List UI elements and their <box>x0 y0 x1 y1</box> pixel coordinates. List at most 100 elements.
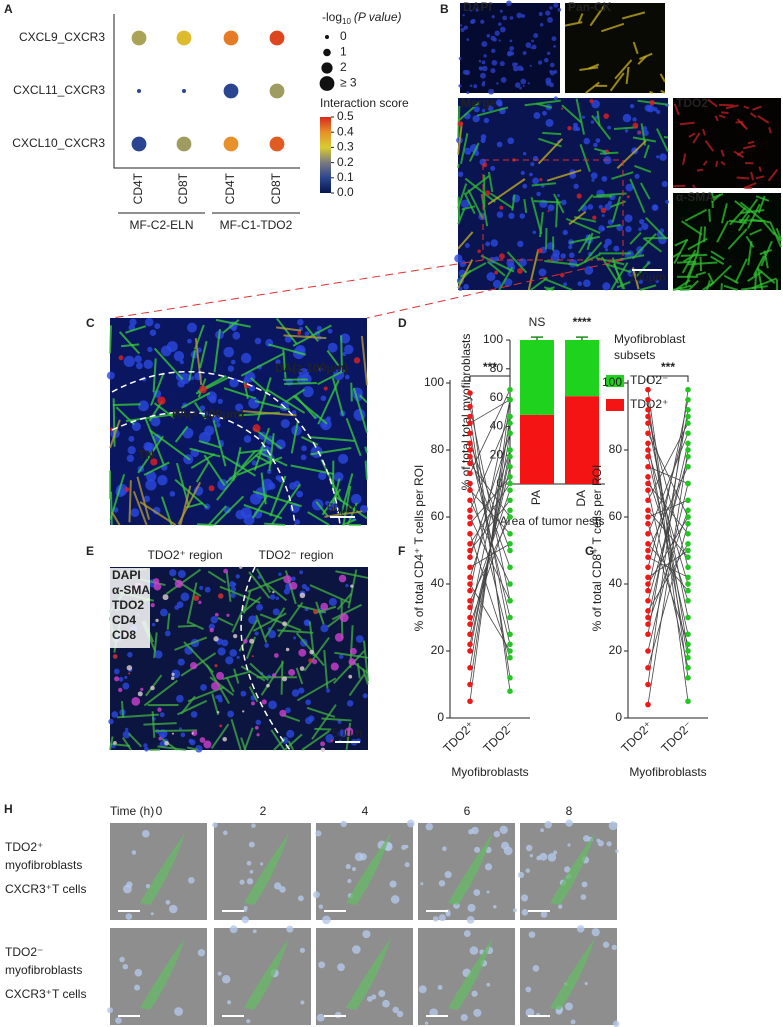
cell <box>125 913 133 920</box>
cell <box>235 574 240 579</box>
cell <box>553 45 556 48</box>
cell <box>538 12 543 17</box>
cell <box>246 878 254 885</box>
cell <box>539 852 548 861</box>
row-label: TDO2⁺ <box>5 840 43 854</box>
cell <box>532 230 537 234</box>
fiber <box>282 349 287 379</box>
cell <box>454 254 463 263</box>
cell <box>603 113 609 119</box>
panel-letter: G <box>585 544 594 558</box>
cell <box>499 253 505 260</box>
row-label: CXCR3⁺T cells <box>5 987 86 1001</box>
cell <box>481 60 486 65</box>
point <box>685 631 691 638</box>
fiber <box>714 115 719 122</box>
cell <box>303 619 311 627</box>
pair-line <box>647 449 689 585</box>
cell <box>641 222 649 231</box>
cell <box>312 609 318 614</box>
region-boundary <box>240 566 291 751</box>
cell <box>498 39 501 42</box>
fiber <box>186 582 198 624</box>
cell <box>204 425 215 436</box>
size-key <box>319 76 335 91</box>
cell <box>480 19 485 24</box>
cell <box>328 597 337 606</box>
cell <box>225 656 234 665</box>
cell <box>243 908 247 913</box>
cell <box>316 1013 325 1022</box>
cell <box>160 345 172 357</box>
fiber <box>277 601 304 638</box>
fiber <box>523 199 528 214</box>
cell <box>126 454 135 463</box>
cell <box>260 862 264 866</box>
x-tick-label: CD4T <box>131 172 145 204</box>
point <box>685 480 691 487</box>
fiber <box>629 232 642 245</box>
cell <box>318 367 323 372</box>
cell <box>236 655 240 660</box>
cell <box>540 911 548 918</box>
fiber <box>546 169 582 182</box>
fiber <box>309 584 351 604</box>
point <box>507 530 513 537</box>
fiber <box>468 142 480 162</box>
cell <box>567 125 572 131</box>
cell <box>350 493 362 505</box>
cell <box>473 889 481 896</box>
cell <box>217 697 223 703</box>
y-tick-label: 60 <box>609 509 623 523</box>
fiber <box>702 128 706 136</box>
size-key-label: 2 <box>340 60 347 74</box>
image-background <box>110 928 207 1025</box>
row-label: myofibroblasts <box>5 858 82 872</box>
cell <box>607 219 614 225</box>
cell-shape <box>346 938 391 1010</box>
fiber <box>243 727 254 751</box>
fiber <box>342 485 352 526</box>
fiber <box>757 195 766 214</box>
cell <box>469 946 479 955</box>
legend-title: Myofibroblast <box>614 332 686 346</box>
fiber <box>720 160 726 166</box>
cell <box>638 227 642 232</box>
fiber <box>577 194 594 212</box>
fiber <box>457 163 460 168</box>
fiber <box>264 607 286 638</box>
fiber <box>457 259 474 289</box>
row-label: CXCL10_CXCR3 <box>12 136 105 150</box>
fiber <box>323 649 329 689</box>
fiber <box>301 436 319 446</box>
fiber <box>210 723 230 749</box>
region-label: DA(≥ 100μm) <box>275 361 348 375</box>
colorbar-label: 0.2 <box>337 155 354 169</box>
time-label: Time (h) <box>110 804 154 818</box>
fiber <box>706 280 711 291</box>
point <box>467 520 473 527</box>
cell <box>490 165 496 171</box>
cell <box>525 868 531 873</box>
fiber <box>157 745 187 751</box>
cell <box>312 891 320 899</box>
fiber <box>194 338 203 385</box>
fiber <box>198 439 222 449</box>
cell <box>298 687 305 694</box>
cell <box>305 699 312 706</box>
cell <box>545 10 551 16</box>
cell <box>280 419 290 429</box>
point <box>645 701 651 708</box>
pair-line <box>469 389 511 474</box>
cell <box>227 710 235 718</box>
cell <box>486 890 490 894</box>
cell <box>209 627 214 633</box>
fiber <box>137 435 164 474</box>
region-label: TDO2⁺ region <box>147 548 222 562</box>
cell <box>204 586 211 593</box>
cell <box>482 162 488 168</box>
bar-segment <box>520 414 554 484</box>
fiber <box>285 388 306 403</box>
channel-label: CD8 <box>112 628 136 642</box>
fiber <box>165 568 202 595</box>
